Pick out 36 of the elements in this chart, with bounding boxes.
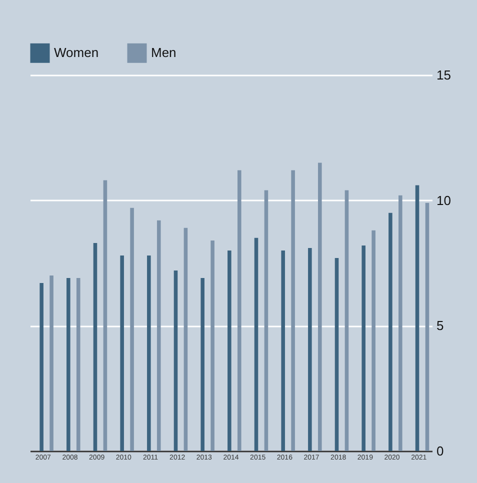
bar <box>344 190 349 451</box>
bar <box>254 238 258 451</box>
bar <box>362 245 366 451</box>
legend-label: Women <box>54 45 99 60</box>
bar <box>200 278 204 451</box>
bar <box>398 195 402 451</box>
bar <box>210 240 214 451</box>
y-tick-label: 0 <box>436 444 444 458</box>
bar <box>372 230 376 451</box>
bar <box>281 250 285 451</box>
bar <box>93 242 98 451</box>
bar <box>308 248 312 451</box>
y-tick-label: 10 <box>436 192 451 208</box>
bar <box>318 162 322 451</box>
bar <box>103 180 108 451</box>
bar <box>415 185 420 451</box>
bar <box>388 212 392 451</box>
y-tick-label: 5 <box>436 318 444 334</box>
bar <box>130 208 134 451</box>
bar <box>237 170 242 451</box>
bar <box>66 278 70 451</box>
bar <box>425 202 430 451</box>
bar <box>120 255 124 451</box>
bar <box>184 228 188 451</box>
bar <box>147 255 151 451</box>
y-tick-label: 15 <box>436 68 451 82</box>
bar <box>264 190 268 451</box>
bar <box>156 220 161 451</box>
bar <box>228 250 232 451</box>
bar <box>76 278 80 451</box>
bar <box>50 276 54 451</box>
bar <box>291 170 295 451</box>
bar <box>40 283 44 451</box>
legend-label: Men <box>151 45 176 60</box>
bar <box>174 270 178 451</box>
bar <box>334 258 339 451</box>
